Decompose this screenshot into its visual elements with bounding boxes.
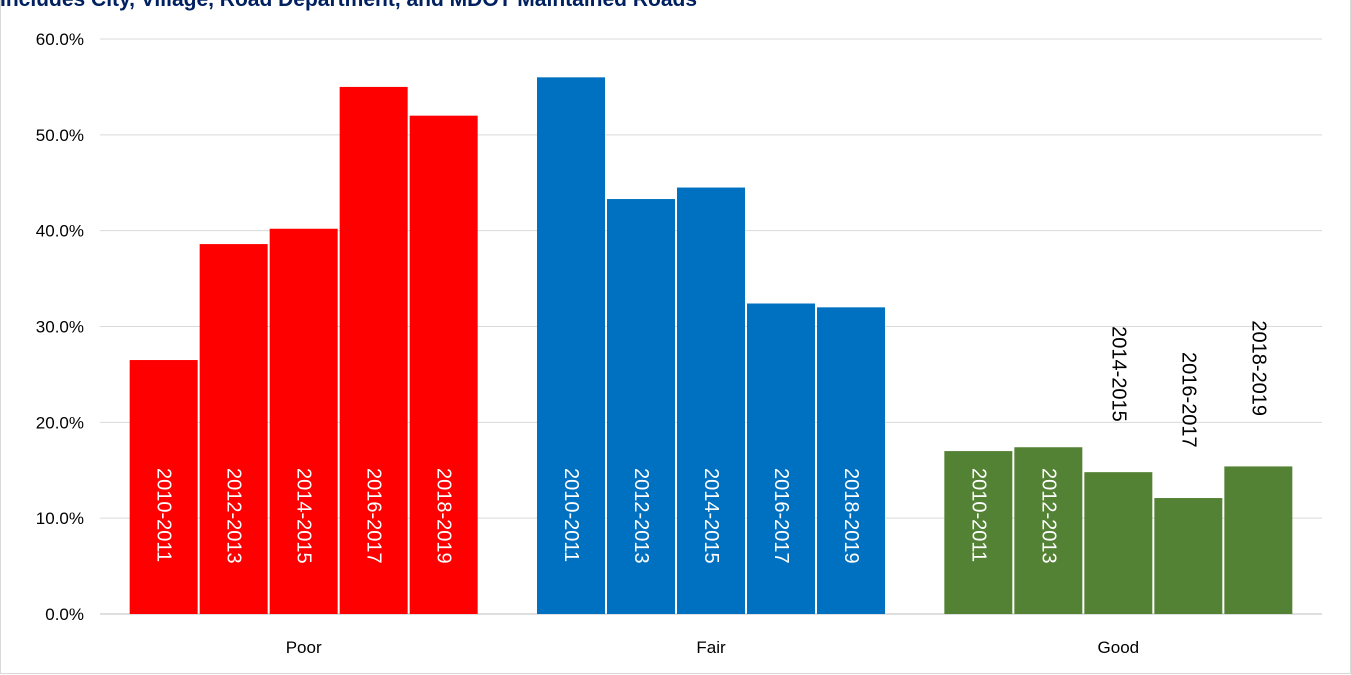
- bar-fair-2012-2013: [607, 199, 675, 614]
- y-tick-label: 60.0%: [36, 30, 84, 49]
- y-tick-label: 50.0%: [36, 126, 84, 145]
- y-tick-label: 30.0%: [36, 318, 84, 337]
- bar-data-label: 2010-2011: [560, 468, 582, 562]
- bar-poor-2010-2011: [129, 360, 198, 614]
- bar-data-label: 2014-2015: [1107, 326, 1129, 422]
- bar-data-label: 2014-2015: [700, 468, 722, 564]
- bar-data-label: 2018-2019: [1247, 320, 1269, 416]
- bar-poor-2014-2015: [269, 228, 338, 614]
- bar-data-label: 2012-2013: [223, 468, 245, 564]
- bars: 2010-2011 2012-2013 2014-2015 2016-2017 2018…: [129, 77, 1293, 615]
- bar-fair-2014-2015: [677, 187, 745, 614]
- x-axis-category-labels: Poor Fair Good: [286, 638, 1139, 657]
- x-category-label: Poor: [286, 638, 322, 657]
- bar-good-2012-2013: [1014, 447, 1083, 614]
- bar-data-label: 2018-2019: [840, 468, 862, 564]
- y-tick-label: 10.0%: [36, 509, 84, 528]
- y-tick-label: 40.0%: [36, 222, 84, 241]
- bar-data-label: 2016-2017: [1177, 352, 1199, 448]
- y-tick-label: 20.0%: [36, 413, 84, 432]
- bar-data-label: 2010-2011: [967, 468, 989, 562]
- y-tick-label: 0.0%: [45, 605, 84, 624]
- bar-good-2018-2019: [1224, 466, 1293, 614]
- bar-data-label: 2018-2019: [433, 468, 455, 564]
- bar-data-label: 2016-2017: [770, 468, 792, 564]
- chart-title: Includes City, Village, Road Department,…: [0, 0, 697, 12]
- bar-fair-2010-2011: [537, 77, 605, 615]
- bar-poor-2016-2017: [339, 86, 408, 614]
- bar-good-2014-2015: [1084, 472, 1153, 614]
- bar-data-label: 2014-2015: [293, 468, 315, 564]
- x-category-label: Fair: [696, 638, 726, 657]
- bar-good-2010-2011: [944, 451, 1013, 614]
- bar-fair-2018-2019: [817, 307, 885, 614]
- bar-fair-2016-2017: [747, 303, 815, 614]
- bar-data-label: 2012-2013: [1037, 468, 1059, 564]
- bar-data-label: 2016-2017: [363, 468, 385, 564]
- bar-data-label: 2012-2013: [630, 468, 652, 564]
- bar-poor-2012-2013: [199, 244, 268, 615]
- bar-poor-2018-2019: [409, 115, 478, 615]
- x-category-label: Good: [1098, 638, 1140, 657]
- bar-good-2016-2017: [1154, 498, 1223, 614]
- bar-data-label: 2010-2011: [153, 468, 175, 562]
- y-axis-tick-labels: 0.0% 10.0% 20.0% 30.0% 40.0% 50.0% 60.0%: [36, 30, 84, 624]
